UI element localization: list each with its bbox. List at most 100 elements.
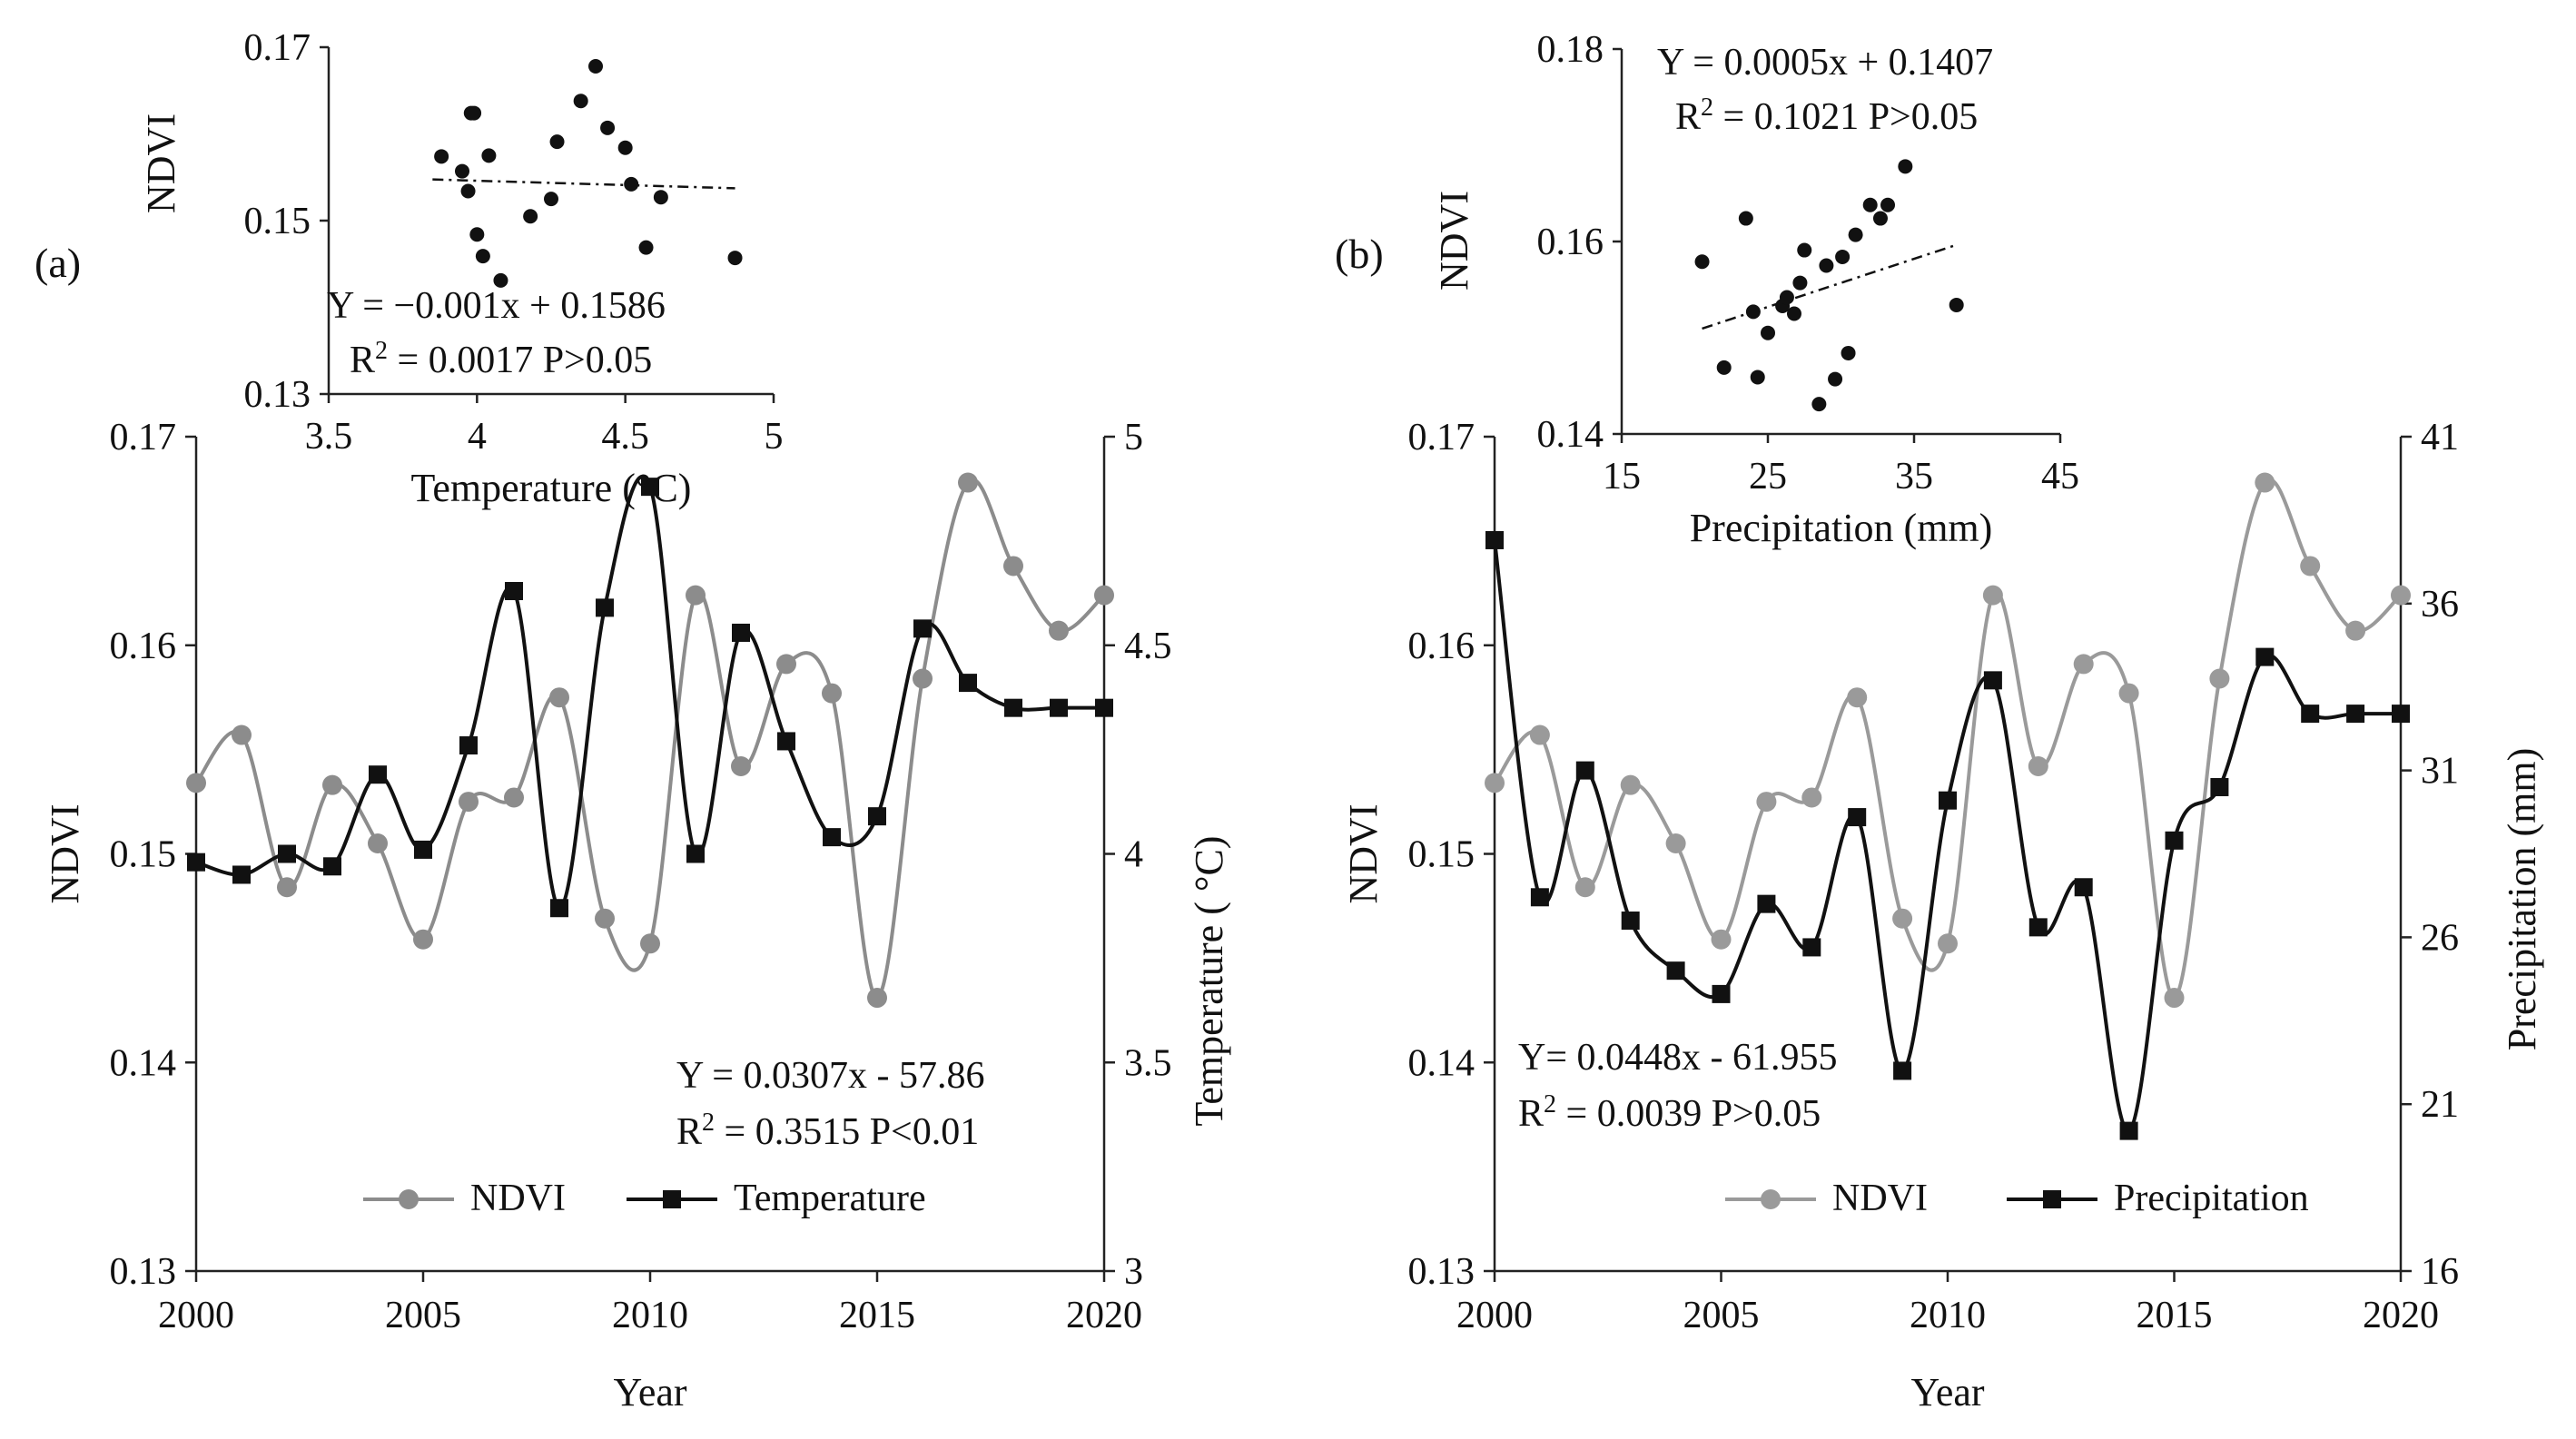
inset-x-tick-label: 4 <box>468 416 487 458</box>
inset-data-point <box>1738 211 1753 226</box>
inset-y-tick-label: 0.18 <box>1537 29 1604 71</box>
data-point-precipitation <box>1848 808 1867 827</box>
y2-tick-label: 26 <box>2421 917 2459 959</box>
data-point-temperature <box>913 619 932 638</box>
data-point-ndvi <box>232 724 252 745</box>
data-point-temperature <box>550 899 568 918</box>
inset-data-point <box>460 183 476 199</box>
data-point-ndvi <box>2300 556 2321 577</box>
x-tick-label: 2015 <box>839 1295 915 1336</box>
y2-tick-label: 3 <box>1124 1251 1143 1293</box>
data-point-ndvi <box>776 654 796 675</box>
series-line-temperature <box>195 475 1104 911</box>
inset-regression-equation: Y = 0.0005x + 0.1407 <box>1657 42 1993 84</box>
inset-data-point <box>493 272 508 288</box>
legend-label-ndvi: NDVI <box>1832 1178 1928 1219</box>
x-tick-label: 2015 <box>2137 1295 2213 1336</box>
inset-data-point <box>617 140 633 155</box>
inset-data-point <box>1750 370 1765 385</box>
data-point-precipitation <box>1983 671 2002 690</box>
data-point-ndvi <box>867 988 887 1009</box>
data-point-ndvi <box>2164 988 2185 1009</box>
x-axis-title: Year <box>613 1370 686 1414</box>
inset-data-point <box>1811 397 1827 412</box>
inset-data-point <box>727 251 743 266</box>
data-point-ndvi <box>277 877 297 898</box>
data-point-ndvi <box>1711 929 1732 950</box>
x-tick-label: 2000 <box>158 1295 234 1336</box>
y2-tick-label: 16 <box>2421 1251 2459 1293</box>
regression-stats: R2 = 0.3515 P<0.01 <box>676 1109 979 1154</box>
inset-data-point <box>1745 304 1761 320</box>
legend: NDVI Temperature <box>363 1178 926 1219</box>
data-point-ndvi <box>459 792 479 813</box>
data-point-ndvi <box>186 773 206 793</box>
data-point-precipitation <box>2301 705 2320 724</box>
inset-background <box>1622 49 2060 434</box>
inset-data-point <box>638 240 654 255</box>
panel-a: 0.13 0.14 0.15 0.16 0.17 3 3.5 4 4.5 5 2000 2005 201… <box>35 27 1231 1414</box>
inset-data-point <box>1872 211 1888 226</box>
x-tick-label: 2000 <box>1456 1295 1533 1336</box>
data-point-precipitation <box>2165 831 2184 850</box>
legend: NDVI Precipitation <box>1725 1178 2309 1219</box>
y2-axis-title: Precipitation (mm) <box>2500 748 2544 1051</box>
data-point-temperature <box>323 857 341 876</box>
inset-scatter: 0.13 0.15 0.17 3.5 4 4.5 5 Temperature (°C) NDVI… <box>139 27 784 510</box>
legend-marker-precipitation <box>2043 1190 2061 1208</box>
inset-data-point <box>588 59 603 74</box>
y2-tick-label: 21 <box>2421 1084 2459 1126</box>
panel-b: 0.13 0.14 0.15 0.16 0.17 16 21 26 31 36 41 2000 2005… <box>1335 29 2544 1414</box>
data-point-precipitation <box>2392 705 2410 724</box>
y2-axis-title: Temperature ( °C) <box>1187 836 1231 1127</box>
y-tick-label: 0.17 <box>110 417 177 458</box>
x-tick-label: 2020 <box>1066 1295 1142 1336</box>
inset-data-point <box>573 94 588 109</box>
inset-data-point <box>1862 197 1878 212</box>
y2-tick-label: 31 <box>2421 751 2459 793</box>
x-tick-label: 2010 <box>1910 1295 1986 1336</box>
inset-data-point <box>475 249 490 264</box>
inset-regression-equation: Y = −0.001x + 0.1586 <box>327 285 666 327</box>
inset-x-tick-label: 15 <box>1603 456 1641 498</box>
inset-scatter: 0.14 0.16 0.18 15 25 35 45 Precipitation (mm) ND… <box>1432 29 2079 550</box>
data-point-temperature <box>868 807 886 826</box>
data-point-temperature <box>369 765 387 784</box>
regression-equation: Y= 0.0448x - 61.955 <box>1518 1037 1838 1079</box>
data-point-ndvi <box>1529 724 1550 745</box>
x-tick-label: 2020 <box>2363 1295 2439 1336</box>
inset-y-tick-label: 0.16 <box>1537 222 1604 263</box>
legend-marker-ndvi <box>1761 1189 1781 1209</box>
inset-data-point <box>1792 275 1808 291</box>
inset-trendline <box>1702 242 1959 330</box>
data-point-ndvi <box>1049 620 1069 641</box>
panel-label: (a) <box>35 240 81 286</box>
inset-data-point <box>481 148 497 163</box>
data-point-ndvi <box>413 929 433 950</box>
inset-x-tick-label: 35 <box>1895 456 1933 498</box>
inset-data-point <box>600 120 616 135</box>
inset-data-point <box>1819 258 1834 273</box>
data-point-ndvi <box>549 687 569 708</box>
data-point-ndvi <box>1665 833 1686 854</box>
inset-data-point <box>1841 345 1856 360</box>
inset-data-point <box>1949 297 1964 312</box>
data-point-temperature <box>505 582 523 601</box>
x-tick-label: 2005 <box>385 1295 461 1336</box>
inset-data-point <box>1786 306 1801 321</box>
series-line-ndvi <box>1493 478 2403 1000</box>
inset-x-tick-label: 25 <box>1749 456 1787 498</box>
data-point-precipitation <box>2028 918 2048 937</box>
inset-data-point <box>1716 360 1732 375</box>
inset-data-point <box>455 163 469 179</box>
legend-label-precipitation: Precipitation <box>2114 1178 2309 1219</box>
data-point-ndvi <box>1938 933 1958 954</box>
legend-label-ndvi: NDVI <box>470 1178 566 1219</box>
data-point-ndvi <box>686 585 706 606</box>
y-axis-title: NDVI <box>43 804 87 904</box>
y-tick-label: 0.16 <box>1408 626 1476 667</box>
data-point-ndvi <box>640 933 660 954</box>
y-tick-label: 0.13 <box>1408 1251 1476 1293</box>
inset-data-point <box>1880 197 1896 212</box>
